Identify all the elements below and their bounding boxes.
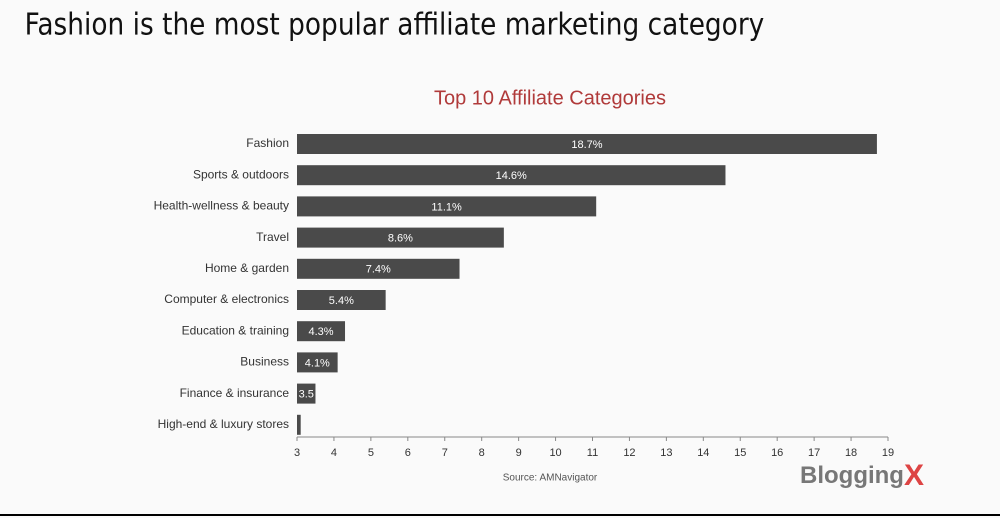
y-tick-label: Travel	[256, 230, 289, 244]
bar	[297, 227, 504, 248]
x-tick-label: 4	[331, 447, 337, 459]
x-tick-label: 7	[442, 447, 448, 459]
value-label: 4.1%	[305, 357, 330, 369]
x-tick-label: 19	[882, 447, 894, 459]
bar	[297, 321, 346, 342]
logo-text: Blogging	[800, 462, 904, 489]
bar	[297, 196, 597, 217]
page-title: Fashion is the most popular affiliate ma…	[25, 7, 765, 42]
bar	[297, 383, 316, 404]
bar	[297, 290, 386, 310]
y-tick-label: Business	[240, 355, 289, 369]
y-tick-label: Computer & electronics	[164, 292, 289, 306]
x-tick-label: 5	[368, 447, 374, 459]
x-tick-label: 14	[697, 447, 709, 459]
y-tick-label: Education & training	[182, 323, 289, 337]
y-tick-label: High-end & luxury stores	[158, 417, 289, 431]
x-tick-label: 17	[808, 447, 820, 459]
chart-title: Top 10 Affiliate Categories	[434, 87, 666, 109]
source: Source: AMNavigator	[503, 473, 598, 484]
value-label: 5.4%	[329, 295, 354, 307]
x-tick-label: 15	[734, 447, 746, 459]
x-tick-label: 8	[479, 447, 485, 459]
x-tick-label: 10	[549, 447, 561, 459]
x-tick-label: 9	[516, 447, 522, 459]
y-tick-label: Health-wellness & beauty	[154, 199, 289, 213]
value-label: 11.1%	[431, 201, 462, 213]
x-tick-label: 11	[587, 447, 598, 459]
value-label: 4.3%	[308, 326, 333, 338]
value-label: 7.4%	[366, 264, 391, 276]
value-label: 14.6%	[496, 170, 527, 182]
y-tick-label: Fashion	[246, 136, 289, 150]
x-tick-label: 6	[405, 447, 411, 459]
x-tick-label: 13	[660, 447, 672, 459]
y-tick-label: Sports & outdoors	[193, 167, 289, 181]
y-tick-label: Home & garden	[205, 261, 289, 275]
bar	[297, 134, 877, 154]
x-tick-label: 3	[294, 447, 300, 459]
logo: BloggingX	[800, 459, 924, 492]
logo-x: X	[904, 459, 924, 492]
value-label: 18.7%	[571, 139, 602, 151]
bar	[297, 352, 338, 373]
y-tick-label: Finance & insurance	[180, 386, 290, 400]
bar	[297, 414, 301, 435]
x-tick-label: 12	[623, 447, 635, 459]
x-tick-label: 18	[845, 447, 857, 459]
value-label: 8.6%	[388, 233, 413, 245]
value-label: 3.5	[299, 389, 314, 401]
bar	[297, 165, 726, 186]
bar	[297, 258, 460, 279]
x-tick-label: 16	[771, 447, 783, 459]
